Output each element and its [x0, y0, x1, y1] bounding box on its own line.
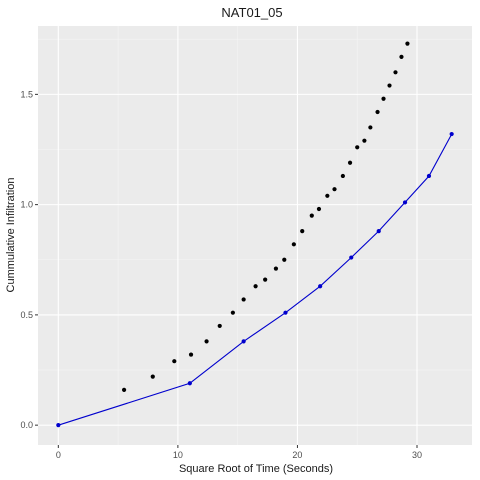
- x-tick-label: 30: [412, 450, 422, 460]
- observed-point: [172, 359, 177, 364]
- fitted-point: [426, 173, 432, 179]
- observed-point: [387, 83, 392, 88]
- fitted-point: [56, 423, 61, 428]
- observed-point: [300, 228, 305, 234]
- observed-point: [291, 242, 296, 247]
- observed-point: [282, 257, 287, 262]
- fitted-line: [58, 133, 453, 426]
- observed-point: [340, 173, 345, 179]
- observed-point: [381, 96, 386, 101]
- y-tick-label: 1.5: [20, 89, 33, 99]
- observed-point: [347, 160, 353, 165]
- y-tick-label: 0.0: [20, 420, 33, 430]
- observed-point: [362, 138, 367, 143]
- observed-point: [325, 193, 330, 198]
- y-axis-title: Cummulative Infiltration: [5, 178, 17, 293]
- major-gridlines: [38, 26, 472, 445]
- plot-panel: [38, 26, 472, 445]
- observed-point: [230, 310, 235, 315]
- observed-point: [217, 323, 222, 329]
- observed-point: [368, 125, 373, 130]
- fitted-point: [402, 200, 408, 205]
- fitted-point: [376, 228, 381, 234]
- observed-point: [204, 339, 209, 344]
- observed-point: [355, 145, 360, 150]
- y-tick-label: 0.5: [20, 310, 33, 320]
- axis-ticks: 0 10 20 30 0.0 0.5 1.0 1.5: [20, 89, 422, 460]
- observed-point: [150, 374, 155, 379]
- x-tick-label: 10: [173, 450, 183, 460]
- observed-point: [188, 352, 194, 357]
- observed-point: [263, 277, 268, 282]
- observed-point: [399, 54, 404, 59]
- observed-point: [253, 284, 258, 289]
- minor-gridlines: [38, 26, 472, 445]
- observed-point: [309, 213, 314, 218]
- chart-title: NAT01_05: [221, 5, 282, 20]
- y-tick-label: 1.0: [20, 200, 33, 210]
- observed-point: [393, 70, 398, 75]
- fitted-point: [283, 310, 288, 315]
- x-tick-label: 0: [56, 450, 61, 460]
- x-tick-label: 20: [292, 450, 302, 460]
- observed-point: [405, 41, 410, 46]
- observed-series: [121, 41, 410, 392]
- observed-point: [241, 297, 246, 302]
- fitted-point: [349, 255, 354, 260]
- fitted-series: [56, 131, 454, 428]
- x-axis-title: Square Root of Time (Seconds): [179, 463, 333, 475]
- observed-point: [273, 266, 279, 271]
- observed-point: [332, 187, 337, 192]
- fitted-point: [449, 131, 454, 137]
- observed-point: [121, 387, 127, 392]
- observed-point: [375, 109, 380, 115]
- fitted-point: [318, 284, 323, 289]
- fitted-point: [241, 339, 246, 344]
- fitted-point: [187, 381, 192, 386]
- observed-point: [316, 206, 322, 212]
